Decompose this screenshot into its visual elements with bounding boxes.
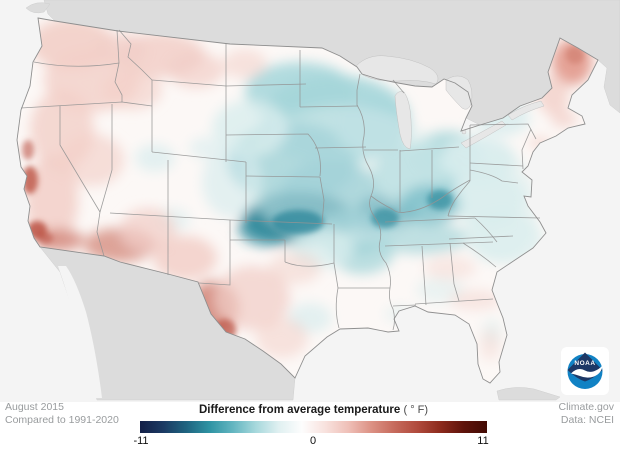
anomaly-blob: [189, 137, 221, 159]
lake-erie: [460, 120, 507, 149]
state-borders: [20, 29, 541, 331]
state-border-line: [99, 169, 113, 213]
colorbar-tick-min: -11: [133, 435, 149, 447]
colorbar-gradient: [140, 421, 487, 433]
map-period-label: August 2015: [5, 401, 64, 413]
state-border-line: [449, 242, 460, 302]
state-border-line: [447, 180, 471, 217]
anomaly-blob: [245, 105, 445, 245]
noaa-logo-text: NOAA: [574, 360, 595, 367]
state-border-line: [284, 261, 335, 267]
state-border-line: [384, 217, 476, 223]
state-border-line: [225, 83, 307, 87]
state-border-line: [335, 287, 340, 329]
state-border-line: [421, 245, 427, 306]
anomaly-blob: [22, 166, 38, 194]
state-border-line: [447, 215, 541, 219]
state-border-line: [469, 123, 537, 140]
anomaly-blob: [256, 318, 308, 358]
anomaly-blob: [214, 266, 290, 330]
state-border-line: [114, 62, 123, 102]
state-border-line: [116, 29, 120, 64]
vancouver-island: [25, 2, 51, 14]
lake-ontario: [507, 100, 545, 121]
seagull-icon: [571, 365, 603, 378]
source-attribution: Climate.gov Data: NCEI: [559, 401, 614, 427]
state-border-line: [299, 105, 359, 108]
anomaly-blob: [223, 49, 267, 79]
state-border-line: [20, 101, 153, 109]
state-border-line: [333, 262, 339, 289]
colorbar-title: Difference from average temperature ( ° …: [140, 404, 487, 416]
state-border-line: [414, 298, 494, 305]
anomaly-blob: [168, 52, 224, 88]
anomaly-blob: [458, 150, 538, 260]
anomaly-blob: [269, 252, 321, 284]
state-border-line: [319, 176, 325, 225]
state-border-line: [245, 175, 321, 178]
anomaly-blob: [551, 110, 577, 128]
anomaly-blob: [427, 190, 453, 210]
us-border-outline: [16, 17, 599, 384]
source-data-label: Data: NCEI: [560, 414, 614, 426]
colorbar-title-text: Difference from average temperature: [198, 404, 401, 416]
state-border-line: [118, 29, 153, 81]
anomaly-blob: [480, 329, 500, 361]
state-border-line: [384, 241, 494, 247]
colorbar-tick-max: 11: [477, 435, 489, 447]
baseline-label: Compared to 1991-2020: [5, 414, 119, 426]
colorbar-unit: ( ° F): [403, 404, 429, 416]
anomaly-blob: [566, 46, 584, 64]
anomaly-blob: [272, 210, 324, 234]
state-border-line: [96, 211, 105, 257]
state-border-line: [469, 162, 524, 167]
anomaly-blob: [60, 134, 124, 186]
gulf-of-california: [58, 266, 102, 398]
great-lakes: [355, 55, 545, 150]
cuba-landmass: [496, 387, 561, 401]
anomaly-blob: [37, 232, 53, 244]
state-border-line: [521, 128, 532, 170]
date-attribution: August 2015 Compared to 1991-2020: [5, 401, 119, 427]
state-border-line: [462, 242, 497, 268]
state-border-line: [59, 106, 101, 213]
anomaly-blob: [120, 208, 176, 252]
noaa-logo: NOAA: [561, 347, 609, 395]
anomaly-blob: [424, 256, 476, 280]
anomaly-blob: [94, 33, 146, 67]
state-border-line: [314, 146, 367, 149]
anomaly-blob: [102, 70, 162, 110]
colorbar-tick-zero: 0: [309, 435, 317, 447]
state-border-line: [225, 133, 321, 177]
state-border-line: [469, 169, 519, 184]
state-border-line: [474, 217, 498, 243]
anomaly-blob: [153, 236, 217, 280]
anomaly-blob: [135, 144, 175, 172]
state-border-line: [356, 73, 395, 331]
state-border-line: [448, 235, 514, 240]
state-border-line: [151, 151, 247, 163]
source-site-label: Climate.gov: [558, 401, 614, 413]
state-border-line: [33, 61, 120, 67]
state-border-line: [151, 79, 227, 87]
state-border-line: [399, 146, 460, 152]
state-border-line: [198, 220, 231, 286]
state-border-line: [392, 304, 417, 307]
temperature-anomaly-layer: [22, 18, 592, 361]
anomaly-blob: [22, 140, 34, 160]
state-border-line: [370, 179, 471, 213]
